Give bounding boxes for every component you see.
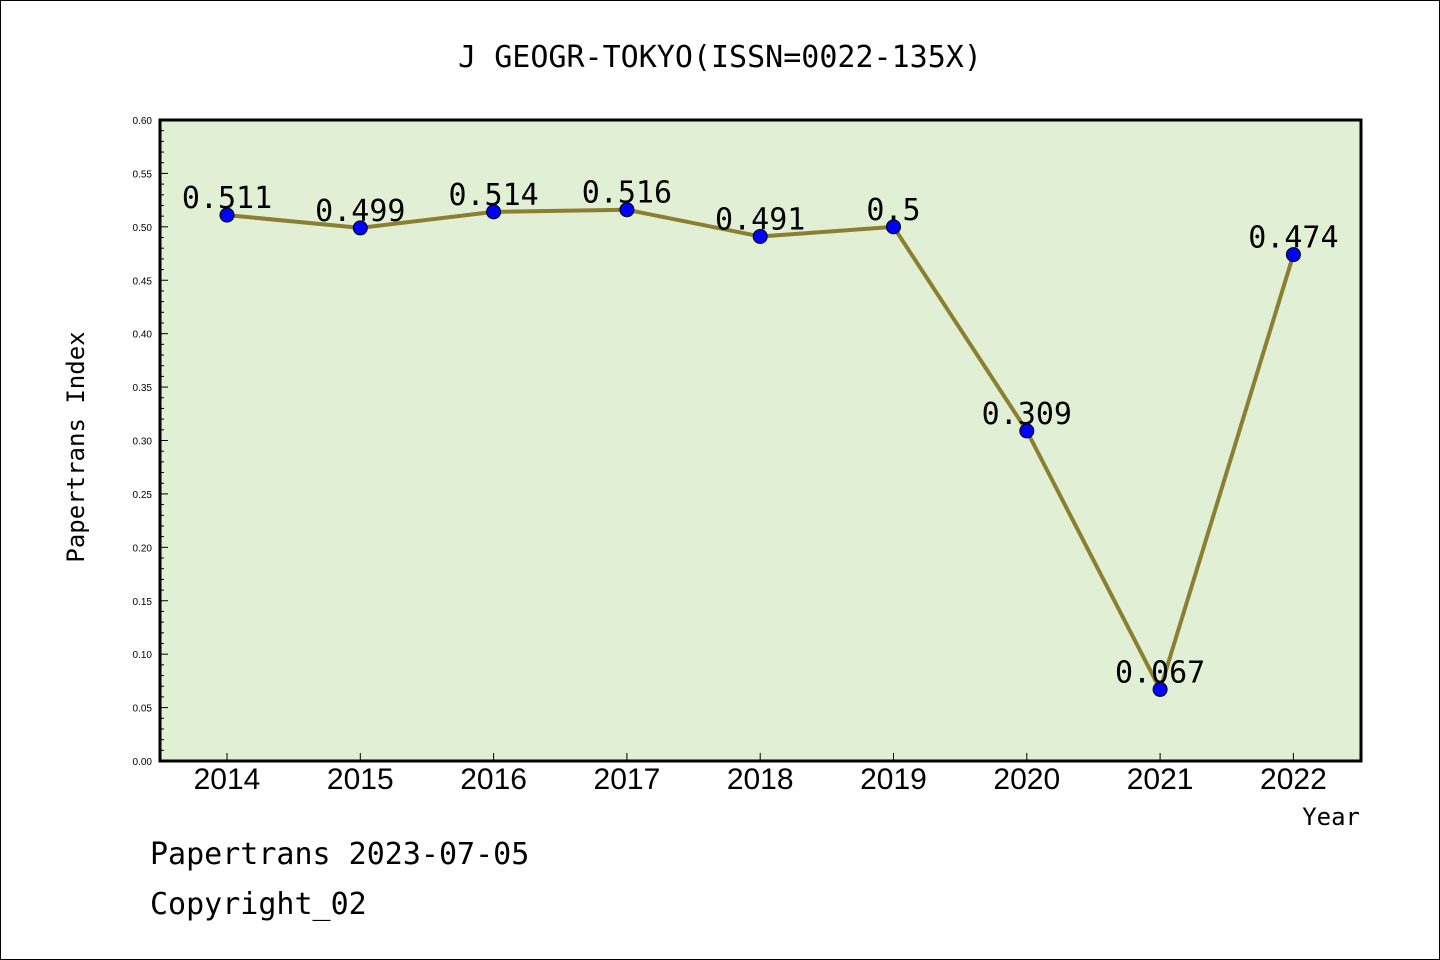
data-point (219, 207, 235, 223)
x-tick-label: 2018 (727, 763, 794, 796)
y-tick-label: 0.00 (133, 757, 153, 768)
y-tick-label: 0.45 (133, 276, 153, 287)
x-tick-label: 2015 (327, 763, 394, 796)
x-tick-label: 2021 (1127, 763, 1194, 796)
x-tick-label: 2017 (594, 763, 661, 796)
data-label: 0.474 (1248, 221, 1338, 256)
x-axis-title: Year (1302, 803, 1360, 831)
y-tick-label: 0.50 (133, 223, 153, 234)
y-tick-label: 0.40 (133, 330, 153, 341)
y-axis: 0.00 0.05 0.10 0.15 0.20 0.25 0.30 0.35 0.40 0.45… (133, 116, 168, 768)
data-label: 0.5 (866, 193, 920, 228)
y-tick-label: 0.05 (133, 704, 153, 715)
y-tick-label: 0.15 (133, 597, 153, 608)
footer-date-line: Papertrans 2023-07-05 (150, 837, 529, 872)
data-label: 0.499 (315, 194, 405, 229)
y-axis-title: Papertrans Index (62, 331, 90, 562)
y-tick-label: 0.25 (133, 490, 153, 501)
series: 0.511 0.499 0.514 0.516 0.491 0.5 0.309 0.067 0.… (182, 176, 1339, 697)
data-label: 0.511 (182, 181, 272, 216)
chart-title: J GEOGR-TOKYO(ISSN=0022-135X) (458, 40, 982, 75)
data-point (1152, 681, 1168, 697)
footer-copyright: Copyright_02 (150, 887, 367, 922)
data-label: 0.067 (1115, 655, 1205, 690)
data-label: 0.516 (582, 176, 672, 211)
data-point (752, 228, 768, 244)
data-point (486, 204, 502, 220)
x-tick-label: 2022 (1260, 763, 1327, 796)
data-label: 0.514 (448, 178, 538, 213)
x-tick-label: 2014 (194, 763, 261, 796)
y-tick-label: 0.30 (133, 437, 153, 448)
data-point (352, 220, 368, 236)
data-point (1019, 423, 1035, 439)
y-tick-label: 0.20 (133, 543, 153, 554)
data-label: 0.491 (715, 202, 805, 237)
data-label: 0.309 (982, 397, 1072, 432)
data-point (619, 202, 635, 218)
x-tick-label: 2019 (860, 763, 927, 796)
y-tick-label: 0.55 (133, 169, 153, 180)
data-point (1285, 247, 1301, 263)
x-axis: 2014 2015 2016 2017 2018 2019 2020 2021 2022 (194, 753, 1327, 796)
data-point (886, 219, 901, 235)
y-tick-label: 0.35 (133, 383, 153, 394)
x-tick-label: 2016 (460, 763, 527, 796)
x-tick-label: 2020 (993, 763, 1060, 796)
y-tick-label: 0.60 (133, 116, 153, 127)
y-tick-label: 0.10 (133, 650, 153, 661)
